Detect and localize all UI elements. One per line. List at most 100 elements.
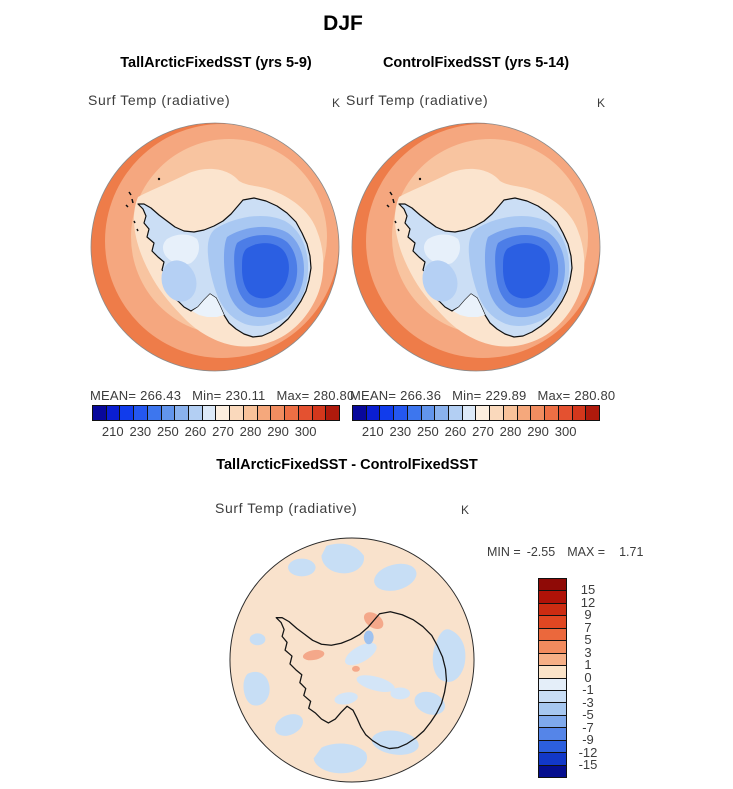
colorbar-cell <box>420 406 435 420</box>
panel2-mean-value: 266.36 <box>400 388 442 403</box>
panel2-title: ControlFixedSST (yrs 5-14) <box>382 55 570 71</box>
colorbar-cell <box>325 406 339 420</box>
temperature-colorbar-panel1 <box>92 405 340 421</box>
colorbar-cell <box>539 714 566 728</box>
colorbar-cell <box>539 627 566 641</box>
pan2-max-value: 280.80 <box>574 388 616 403</box>
colorbar-cell <box>502 406 517 420</box>
colorbar-cell <box>539 727 566 740</box>
colorbar-cell <box>539 764 566 777</box>
colorbar-tick-label: 300 <box>294 424 317 439</box>
colorbar-cell <box>242 406 257 420</box>
colorbar-cell <box>539 752 566 765</box>
colorbar-cell <box>188 406 202 420</box>
difference-min-value: -2.55 <box>526 545 556 559</box>
panel1-max-value: 280.80 <box>313 388 355 403</box>
colorbar-cell <box>448 406 462 420</box>
colorbar-cell <box>539 602 566 616</box>
colorbar-tick-label: 15 <box>580 582 596 597</box>
difference-map <box>228 536 476 784</box>
temperature-colorbar-ticks-panel1: 210 230 250 260 270 280 290 300 <box>92 424 347 439</box>
colorbar-cell <box>539 665 566 678</box>
colorbar-tick-label: 7 <box>584 619 592 635</box>
panel1-unit-label: K <box>332 96 341 110</box>
panel1-max-label: Max= <box>276 388 310 403</box>
colorbar-tick-label: 3 <box>584 644 592 660</box>
colorbar-cell <box>365 406 380 420</box>
colorbar-tick-label: -3 <box>582 694 594 710</box>
panel2-min-value: 229.89 <box>485 388 527 403</box>
colorbar-cell <box>475 406 490 420</box>
colorbar-cell <box>571 406 586 420</box>
difference-colorbar-ticks: 15 12 9 7 5 3 1 0 -1 -3 -5 -7 -9 -12 -15 <box>569 578 607 772</box>
panel2-field-label: Surf Temp (radiative) <box>346 92 489 108</box>
colorbar-cell <box>133 406 147 420</box>
colorbar-cell <box>284 406 298 420</box>
colorbar-cell <box>530 406 545 420</box>
colorbar-tick-label: 230 <box>129 424 152 439</box>
difference-minmax: MIN = -2.55 MAX = 1.71 <box>487 545 649 559</box>
panel1-field-label: Surf Temp (radiative) <box>88 92 231 108</box>
panel2-max-label: Max= <box>537 388 571 403</box>
colorbar-cell <box>119 406 134 420</box>
colorbar-tick-label: 5 <box>584 632 592 647</box>
colorbar-cell <box>539 677 566 690</box>
colorbar-cell <box>544 406 558 420</box>
colorbar-tick-label: 0 <box>584 669 592 685</box>
figure-title: DJF <box>323 12 363 35</box>
colorbar-tick-label: 280 <box>499 424 522 439</box>
panel2-min-label: Min= <box>452 388 482 403</box>
colorbar-tick-label: -9 <box>582 732 594 747</box>
colorbar-tick-label: 250 <box>157 424 179 439</box>
colorbar-tick-label: 270 <box>472 424 494 439</box>
panel2-unit-label: K <box>597 96 606 110</box>
colorbar-tick-label: 260 <box>444 424 467 439</box>
colorbar-cell <box>353 406 366 420</box>
difference-max-label: MAX = <box>567 545 606 559</box>
colorbar-tick-label: 9 <box>584 607 592 622</box>
colorbar-cell <box>516 406 531 420</box>
colorbar-cell <box>174 406 189 420</box>
colorbar-cell <box>539 739 566 753</box>
colorbar-tick-label: 250 <box>417 424 439 439</box>
colorbar-cell <box>215 406 230 420</box>
difference-max-value: 1.71 <box>619 545 644 559</box>
colorbar-cell <box>229 406 243 420</box>
panel1-title: TallArcticFixedSST (yrs 5-9) <box>120 55 312 71</box>
colorbar-cell <box>256 406 271 420</box>
colorbar-cell <box>489 406 503 420</box>
difference-colorbar <box>538 578 567 778</box>
panel1-stats: MEAN= 266.43 Min= 230.11 Max= 280.80 <box>90 388 354 403</box>
colorbar-cell <box>146 406 161 420</box>
colorbar-cell <box>557 406 572 420</box>
colorbar-cell <box>539 652 566 666</box>
colorbar-tick-label: -7 <box>582 719 594 735</box>
colorbar-tick-label: 230 <box>389 424 412 439</box>
colorbar-cell <box>297 406 312 420</box>
temperature-colorbar-ticks-panel2: 210 230 250 260 270 280 290 300 <box>352 424 607 439</box>
panel2-mean-label: MEAN= <box>350 388 397 403</box>
colorbar-cell <box>539 615 566 628</box>
colorbar-cell <box>379 406 394 420</box>
colorbar-cell <box>539 702 566 715</box>
temperature-colorbar-panel2 <box>352 405 600 421</box>
colorbar-tick-label: 290 <box>527 424 549 439</box>
colorbar-tick-label: 280 <box>239 424 262 439</box>
panel1-mean-value: 266.43 <box>140 388 182 403</box>
difference-min-label: MIN = <box>487 545 521 559</box>
colorbar-tick-label: -15 <box>578 757 598 772</box>
difference-title: TallArcticFixedSST - ControlFixedSST <box>216 457 478 473</box>
colorbar-cell <box>105 406 120 420</box>
colorbar-cell <box>270 406 285 420</box>
colorbar-tick-label: 290 <box>267 424 289 439</box>
colorbar-tick-label: -1 <box>582 682 594 697</box>
colorbar-cell <box>461 406 476 420</box>
colorbar-cell <box>93 406 106 420</box>
panel1-min-label: Min= <box>192 388 222 403</box>
colorbar-tick-label: -12 <box>578 744 598 760</box>
colorbar-tick-label: -5 <box>582 707 594 722</box>
colorbar-cell <box>201 406 216 420</box>
panel2-stats: MEAN= 266.36 Min= 229.89 Max= 280.80 <box>350 388 615 403</box>
colorbar-cell <box>311 406 326 420</box>
